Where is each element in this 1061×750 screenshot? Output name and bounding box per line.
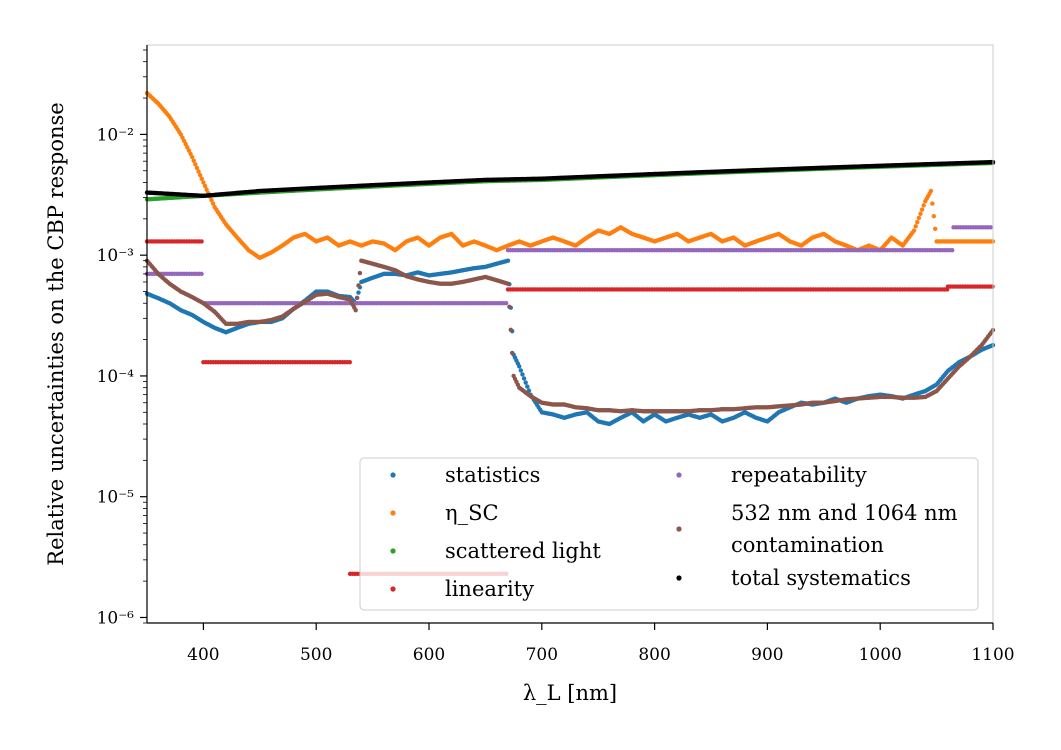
x-tick-label: 600 xyxy=(413,645,445,665)
y-tick-label: 10⁻⁴ xyxy=(97,367,135,387)
y-axis-ticks: 10⁻⁶ 10⁻⁵ 10⁻⁴ 10⁻³ 10⁻² xyxy=(97,49,147,628)
x-axis-ticks: 400 500 600 700 800 900 1000 1100 xyxy=(187,623,1015,665)
data-point xyxy=(521,376,527,381)
legend-marker-532-nm-and-1064-nm-contamination xyxy=(676,526,682,532)
legend-box xyxy=(359,457,979,611)
data-point xyxy=(988,225,993,230)
data-point xyxy=(913,224,918,229)
legend-label-total-systematics: total systematics xyxy=(731,566,911,590)
x-tick-label: 800 xyxy=(638,645,670,665)
legend: statistics η_SC scattered light linearity re… xyxy=(359,457,979,611)
data-point xyxy=(518,368,524,373)
legend-marker-linearity xyxy=(390,586,396,592)
x-tick-label: 900 xyxy=(751,645,783,665)
y-tick-label: 10⁻² xyxy=(97,125,134,145)
legend-marker-repeatability xyxy=(676,472,682,478)
data-point xyxy=(194,165,200,171)
x-tick-label: 700 xyxy=(526,645,558,665)
legend-label-statistics: statistics xyxy=(445,463,540,487)
data-point xyxy=(209,197,214,203)
data-point xyxy=(932,226,938,232)
y-axis-label: Relative uncertainties on the CBP respon… xyxy=(44,102,68,565)
data-point xyxy=(505,258,511,263)
data-point xyxy=(191,158,196,163)
data-point xyxy=(505,281,511,286)
series-total-systematics xyxy=(144,159,996,199)
data-point xyxy=(204,187,209,192)
data-point xyxy=(199,239,204,244)
data-point xyxy=(199,271,204,277)
data-marks xyxy=(144,90,996,576)
x-tick-label: 400 xyxy=(187,645,219,665)
data-point xyxy=(507,304,512,309)
data-point xyxy=(517,364,522,369)
data-point xyxy=(930,201,935,206)
series-repeatability xyxy=(144,225,993,306)
data-point xyxy=(353,308,358,313)
data-point xyxy=(202,183,208,189)
data-point xyxy=(916,215,922,221)
data-point xyxy=(201,180,206,185)
x-axis-label: λ_L [nm] xyxy=(523,681,617,705)
data-point xyxy=(196,169,201,174)
data-point xyxy=(509,350,515,356)
series-linearity xyxy=(144,239,995,576)
data-point xyxy=(199,176,204,182)
data-point xyxy=(356,290,361,295)
legend-label-linearity: linearity xyxy=(445,577,534,601)
data-point xyxy=(928,188,934,194)
legend-label-532-nm-and-1064-nm-contamination: 532 nm and 1064 nm xyxy=(731,501,958,525)
legend-marker-sc xyxy=(390,510,396,516)
legend-marker-statistics xyxy=(390,472,396,478)
data-point xyxy=(520,372,525,377)
y-tick-label: 10⁻⁵ xyxy=(97,488,135,508)
data-point xyxy=(931,214,936,219)
data-point xyxy=(356,283,361,288)
data-point xyxy=(523,380,528,385)
legend-marker-scattered-light xyxy=(390,548,396,554)
data-point xyxy=(354,295,360,301)
data-point xyxy=(347,359,353,365)
data-point xyxy=(918,211,923,216)
legend-label-repeatability: repeatability xyxy=(731,463,867,487)
data-point xyxy=(189,154,195,160)
data-point xyxy=(210,201,216,206)
data-point xyxy=(503,301,509,306)
series-sc xyxy=(144,90,996,261)
data-point xyxy=(508,327,513,333)
x-tick-label: 1000 xyxy=(859,645,902,665)
data-point xyxy=(921,203,926,208)
data-point xyxy=(911,228,917,233)
legend-marker-total-systematics xyxy=(676,575,682,581)
data-point xyxy=(949,247,955,253)
series-532-nm-and-1064-nm-contamination xyxy=(144,258,996,414)
data-point xyxy=(357,270,363,276)
data-point xyxy=(193,162,198,167)
y-tick-label: 10⁻³ xyxy=(97,246,134,266)
y-tick-label: 10⁻⁶ xyxy=(97,608,135,628)
legend-label-sc: η_SC xyxy=(445,501,499,525)
data-point xyxy=(915,219,920,225)
data-point xyxy=(525,384,530,389)
legend-label-scattered-light: scattered light xyxy=(445,539,601,563)
data-point xyxy=(919,207,925,212)
data-point xyxy=(197,172,203,178)
x-tick-label: 1100 xyxy=(971,645,1014,665)
legend-label-532-nm-and-1064-nm-contamination: contamination xyxy=(731,533,884,557)
x-tick-label: 500 xyxy=(300,645,332,665)
